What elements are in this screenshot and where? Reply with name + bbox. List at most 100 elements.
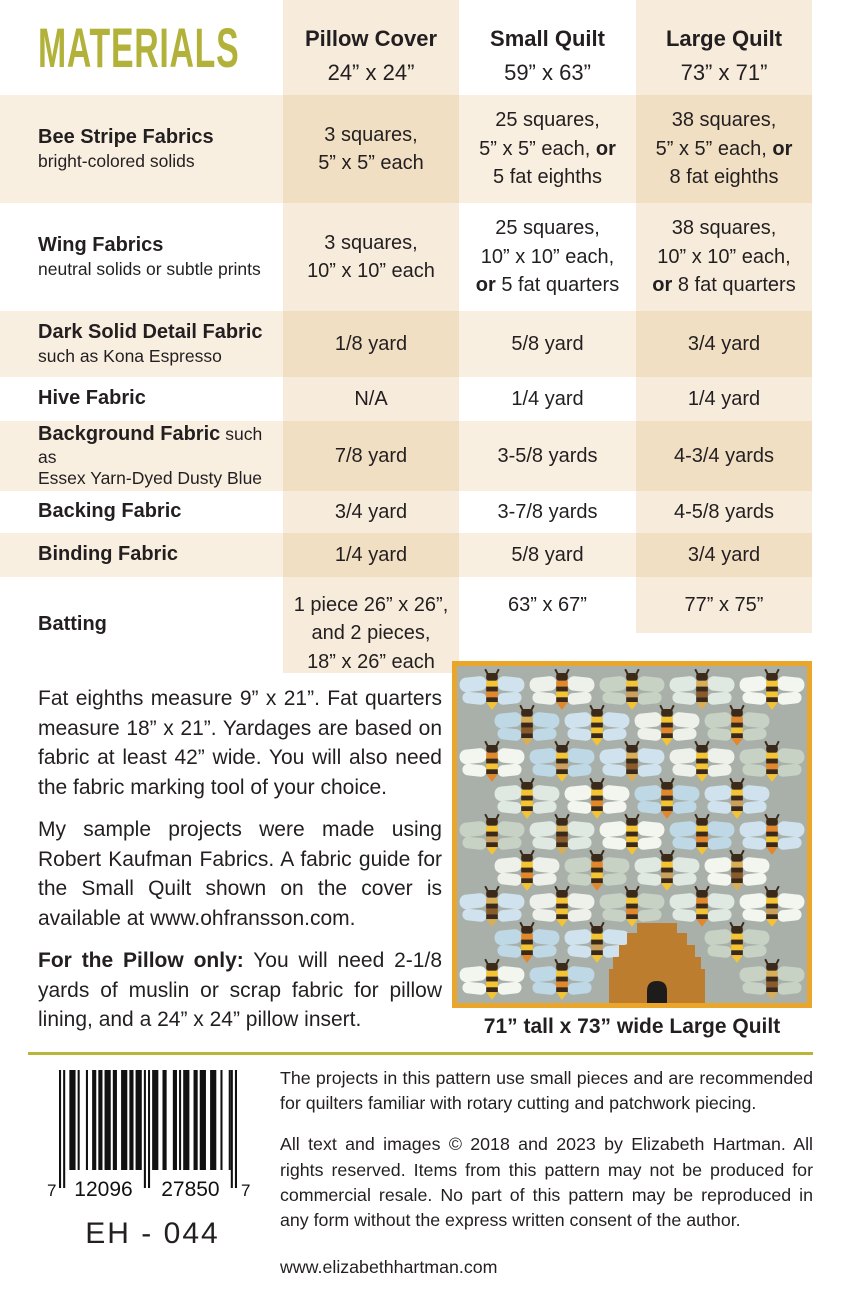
quilt-caption: 71” tall x 73” wide Large Quilt — [483, 1015, 781, 1038]
materials-value: 38 squares, 5” x 5” each, or 8 fat eighths — [636, 95, 812, 203]
bee-block — [459, 741, 525, 783]
materials-value: 3/4 yard — [636, 533, 812, 577]
value-text: 7/8 yard — [334, 444, 408, 467]
fabric-name: Backing Fabric — [38, 500, 182, 523]
bee-block — [494, 777, 560, 819]
column-name: Large Quilt — [665, 26, 783, 52]
bee-block — [564, 704, 630, 747]
fabric-name: Dark Solid Detail Fabric — [38, 320, 263, 343]
column-name: Pillow Cover — [304, 26, 438, 52]
value-text: 3 squares, 10” x 10” each — [307, 231, 435, 282]
value-text: 3-7/8 yards — [497, 500, 598, 523]
footer-text: The projects in this pattern use small p… — [280, 1066, 813, 1280]
bee-block — [599, 813, 665, 855]
materials-table: MATERIALS Pillow Cover 24” x 24” Small Q… — [0, 0, 812, 673]
column-header-pillow-cover: Pillow Cover 24” x 24” — [283, 0, 459, 95]
footer-website: www.elizabethhartman.com — [280, 1257, 498, 1278]
bee-layer — [457, 666, 807, 1003]
barcode-block: 7 12096 27850 7 EH - 044 — [45, 1070, 260, 1251]
bee-block — [459, 668, 525, 710]
bee-block — [669, 668, 735, 710]
fabric-name: Bee Stripe Fabrics — [38, 125, 214, 148]
notes-section: Fat eighths measure 9” x 21”. Fat quarte… — [38, 684, 442, 1048]
bee-block — [739, 741, 805, 783]
bee-block — [529, 741, 595, 783]
bee-block — [704, 777, 770, 819]
fabric-row-label: Dark Solid Detail Fabric such as Kona Esp… — [0, 311, 283, 377]
column-size: 59” x 63” — [504, 59, 591, 85]
svg-text:7: 7 — [47, 1181, 56, 1200]
fabric-row-label: Bee Stripe Fabrics bright-colored solids — [0, 95, 283, 203]
value-text: 3/4 yard — [687, 543, 761, 566]
beehive — [609, 923, 705, 1003]
fabric-subtext: such as Kona Espresso — [38, 346, 222, 367]
bee-block — [669, 741, 735, 783]
footer-note: The projects in this pattern use small p… — [280, 1068, 813, 1114]
materials-value: 63” x 67” — [459, 577, 636, 673]
bee-block — [704, 704, 770, 747]
value-text: 4-5/8 yards — [673, 500, 775, 523]
materials-value: 3-7/8 yards — [459, 491, 636, 533]
bee-block — [599, 885, 665, 928]
note-fat-eighths: Fat eighths measure 9” x 21”. Fat quarte… — [38, 687, 442, 799]
value-text: 5/8 yard — [511, 543, 584, 566]
column-name: Small Quilt — [490, 26, 605, 52]
bee-block — [739, 885, 805, 928]
fabric-row-label: Hive Fabric — [0, 377, 283, 421]
bee-block — [704, 922, 770, 964]
bee-block — [459, 813, 525, 855]
footer-copyright: All text and images © 2018 and 2023 by E… — [280, 1134, 813, 1231]
materials-value: 1 piece 26” x 26”, and 2 pieces, 18” x 26”… — [283, 577, 459, 673]
bee-block — [669, 885, 735, 928]
value-text: 3-5/8 yards — [497, 444, 598, 467]
bee-block — [494, 922, 560, 964]
bee-block — [459, 885, 525, 928]
column-header-small-quilt: Small Quilt 59” x 63” — [459, 0, 636, 95]
value-text: 38 squares, 10” x 10” each, or 8 fat quart… — [652, 217, 796, 297]
fabric-row-label: Binding Fabric — [0, 533, 283, 577]
materials-value: 5/8 yard — [459, 533, 636, 577]
fabric-subtext: neutral solids or subtle prints — [38, 259, 261, 280]
materials-value: 1/4 yard — [283, 533, 459, 577]
value-text: 1 piece 26” x 26”, and 2 pieces, 18” x 26”… — [293, 594, 449, 673]
value-text: 25 squares, 5” x 5” each, or 5 fat eighths — [479, 109, 616, 189]
materials-value: 7/8 yard — [283, 421, 459, 491]
materials-value: 4-3/4 yards — [636, 421, 812, 491]
value-text: 63” x 67” — [508, 594, 587, 616]
fabric-name: Hive Fabric — [38, 387, 146, 410]
value-text: 25 squares, 10” x 10” each, or 5 fat quart… — [475, 217, 620, 297]
value-text: 3/4 yard — [687, 332, 761, 355]
materials-value: 3 squares, 5” x 5” each — [283, 95, 459, 203]
value-text: 1/4 yard — [687, 387, 761, 410]
pattern-number: EH - 044 — [85, 1217, 220, 1250]
page-title: MATERIALS — [38, 16, 240, 79]
bee-block — [599, 741, 665, 783]
note-sample-projects: My sample projects were made using Rober… — [38, 818, 442, 930]
bee-block — [669, 813, 735, 855]
materials-value: 3-5/8 yards — [459, 421, 636, 491]
column-size: 24” x 24” — [327, 59, 415, 85]
bee-block — [564, 777, 630, 819]
svg-text:27850: 27850 — [161, 1178, 219, 1201]
bee-block — [634, 777, 700, 819]
note-pillow-only: For the Pillow only: You will need 2-1/8… — [38, 949, 442, 1031]
materials-value: N/A — [283, 377, 459, 421]
fabric-name: Wing Fabrics — [38, 233, 164, 256]
bee-block — [599, 668, 665, 710]
bee-block — [739, 668, 805, 710]
fabric-row-label: Wing Fabrics neutral solids or subtle pri… — [0, 203, 283, 311]
materials-value: 1/4 yard — [636, 377, 812, 421]
fabric-row-label: Background Fabric such as Essex Yarn-Dyed … — [0, 421, 283, 491]
materials-value: 4-5/8 yards — [636, 491, 812, 533]
value-text: 5/8 yard — [511, 332, 584, 355]
materials-value: 25 squares, 5” x 5” each, or 5 fat eighths — [459, 95, 636, 203]
bee-block — [739, 813, 805, 855]
value-text: 4-3/4 yards — [673, 444, 775, 467]
fabric-name: Background Fabric — [38, 423, 221, 446]
bee-block — [529, 885, 595, 928]
materials-value: 1/8 yard — [283, 311, 459, 377]
value-text: 38 squares, 5” x 5” each, or 8 fat eighths — [655, 109, 793, 189]
materials-value: 3 squares, 10” x 10” each — [283, 203, 459, 311]
materials-value: 77” x 75” — [636, 577, 812, 673]
value-text: 1/4 yard — [334, 543, 408, 566]
